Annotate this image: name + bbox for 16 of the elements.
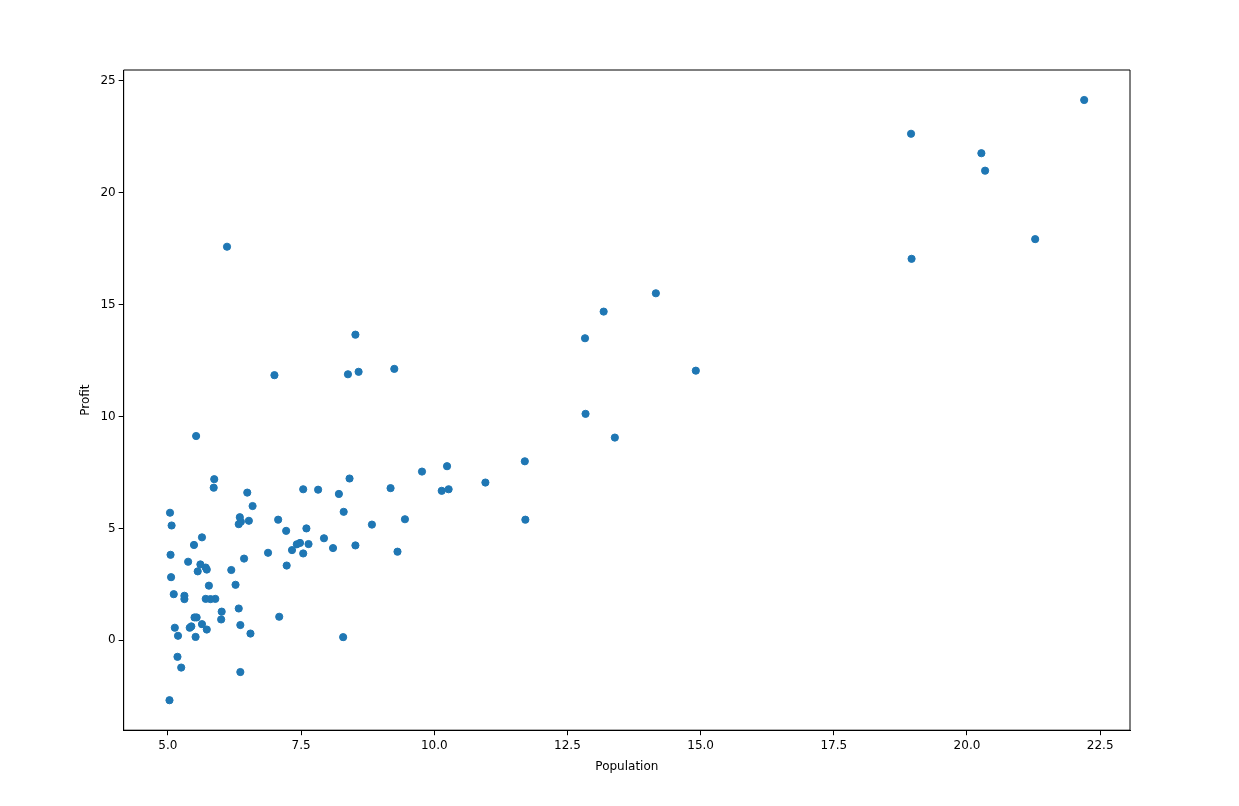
- y-tick-label: 10: [100, 408, 116, 423]
- y-tick-label: 20: [100, 184, 116, 199]
- y-tick-label: 15: [100, 296, 116, 311]
- x-tick-label: 12.5: [554, 737, 581, 752]
- x-tick-label: 15.0: [687, 737, 714, 752]
- y-tick-label: 0: [108, 632, 116, 647]
- x-tick-label: 20.0: [953, 737, 981, 752]
- x-tick-label: 22.5: [1086, 737, 1114, 752]
- x-tick-label: 7.5: [291, 737, 311, 752]
- x-tick-label: 17.5: [820, 737, 848, 752]
- x-tick-label: 10.0: [420, 737, 448, 752]
- y-tick-label: 25: [100, 73, 116, 88]
- x-axis-title: Population: [595, 758, 659, 773]
- y-axis-title: Profit: [78, 384, 93, 416]
- x-tick-label: 5.0: [158, 737, 178, 752]
- y-tick-label: 5: [108, 520, 116, 535]
